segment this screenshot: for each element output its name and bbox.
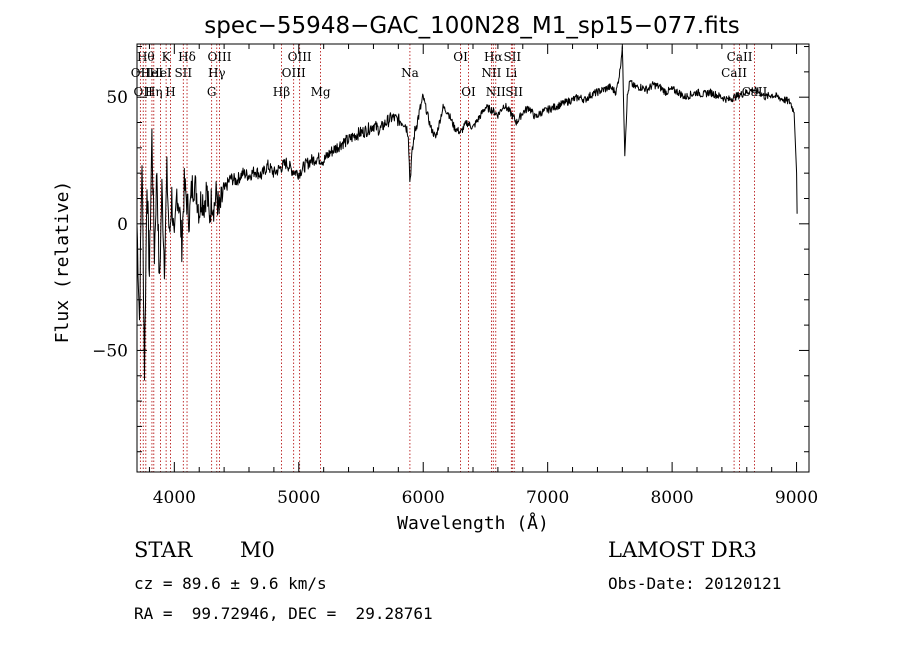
spectrum-line [136, 45, 798, 381]
spectral-line-label: CaII [721, 66, 747, 80]
spectral-line-label: Hθ [137, 50, 155, 64]
spectral-line-label: K [162, 50, 172, 64]
series-group [136, 45, 798, 381]
obs-date: Obs-Date: 20120121 [608, 574, 782, 593]
y-tick-label: 0 [117, 215, 128, 235]
spectral-line-label: HeI [141, 66, 164, 80]
spectral-line-label: OIII [288, 50, 312, 64]
spectral-line-label: Hα [484, 50, 503, 64]
spectral-line-label: NII [486, 85, 506, 99]
x-tick-label: 6000 [402, 488, 445, 508]
y-axis-label: Flux (relative) [52, 181, 73, 344]
spectral-line-label: OIII [282, 66, 306, 80]
spectral-line-label: OI [453, 50, 468, 64]
plot-frame [136, 43, 810, 473]
x-axis-label: Wavelength (Å) [397, 512, 549, 534]
spectral-line-label: SII [505, 85, 523, 99]
spectral-line-label: NII [481, 66, 501, 80]
spectral-line-label: OII [134, 85, 154, 99]
spectral-line-label: OIII [207, 50, 231, 64]
x-tick-label: 9000 [775, 488, 818, 508]
y-tick-label: 50 [106, 88, 128, 108]
spectral-line-label: SII [174, 66, 192, 80]
spectral-line-label: Hδ [178, 50, 196, 64]
axis-ticks [137, 44, 809, 472]
coordinates: RA = 99.72946, DEC = 29.28761 [134, 604, 433, 623]
y-tick-label: −50 [92, 341, 128, 361]
spectral-line-label: Hβ [273, 85, 290, 99]
spectral-line-label: HeI [149, 66, 172, 80]
spectral-line-label: SII [503, 50, 521, 64]
spectral-line-label: Hγ [208, 66, 226, 80]
survey-name: LAMOST DR3 [608, 538, 757, 562]
x-tick-label: 7000 [526, 488, 569, 508]
spectral-line-label: OI [461, 85, 476, 99]
spectral-line-labels: OII OII Hθ HeI Hη HeI K H SII Hδ G Hγ OIII Hβ OIII OIII… [131, 50, 768, 99]
spectral-line-label: CaII [727, 50, 753, 64]
redshift-text: cz = 89.6 ± 9.6 km/s [134, 574, 327, 593]
spectral-line-label: G [207, 85, 217, 99]
spectral-subclass: M0 [240, 538, 275, 562]
spectral-line-label: Hη [145, 85, 163, 99]
spectral-line-markers [139, 44, 755, 472]
spectral-line-label: OII [131, 66, 151, 80]
chart-title: spec−55948−GAC_100N28_M1_sp15−077.fits [204, 13, 739, 39]
axis-tick-labels: 4000 5000 6000 7000 8000 9000 50 0 −50 [92, 88, 818, 508]
x-tick-label: 5000 [277, 488, 320, 508]
spectral-class: STAR [134, 538, 193, 562]
spectral-line-label: H [165, 85, 175, 99]
x-tick-label: 4000 [153, 488, 196, 508]
x-tick-label: 8000 [650, 488, 693, 508]
spectral-line-label: Mg [311, 85, 331, 99]
spectral-line-label: Li [505, 66, 517, 80]
spectral-line-label: Na [401, 66, 419, 80]
